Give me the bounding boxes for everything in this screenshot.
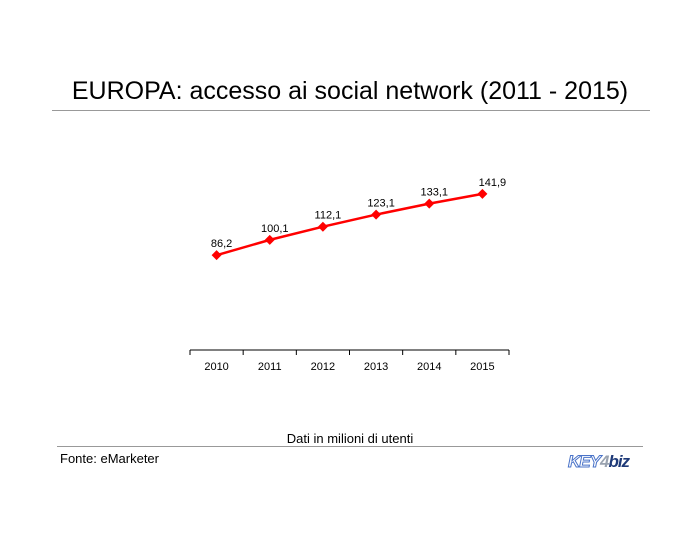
- data-label: 86,2: [211, 238, 232, 250]
- x-tick-label: 2015: [470, 361, 494, 373]
- x-tick-label: 2012: [311, 361, 335, 373]
- data-label: 112,1: [315, 210, 342, 222]
- logo-part-key: KEY: [568, 452, 602, 472]
- series-line: [216, 192, 483, 257]
- key4biz-logo: KEY4biz: [568, 452, 631, 472]
- data-point-marker: [371, 209, 382, 220]
- data-point-marker: [264, 234, 275, 245]
- x-tick-label: 2010: [204, 361, 228, 373]
- logo-part-4: 4: [599, 452, 610, 471]
- title-divider: [52, 110, 650, 111]
- data-label: 123,1: [367, 198, 395, 210]
- data-label: 133,1: [420, 187, 448, 199]
- data-point-marker: [211, 250, 222, 261]
- x-tick-label: 2014: [417, 361, 441, 373]
- footer-divider: [57, 446, 643, 447]
- data-label: 141,9: [479, 177, 507, 189]
- x-tick-label: 2011: [258, 361, 282, 373]
- data-point-marker: [424, 198, 435, 209]
- data-point-marker: [477, 188, 488, 199]
- data-point-marker: [317, 221, 328, 232]
- chart-note: Dati in milioni di utenti: [286, 431, 414, 446]
- x-tick-label: 2013: [364, 361, 388, 373]
- logo-part-biz: biz: [608, 452, 630, 471]
- page-title: EUROPA: accesso ai social network (2011 …: [71, 77, 629, 105]
- source-label: Fonte: eMarketer: [60, 451, 159, 466]
- data-label: 100,1: [261, 223, 289, 235]
